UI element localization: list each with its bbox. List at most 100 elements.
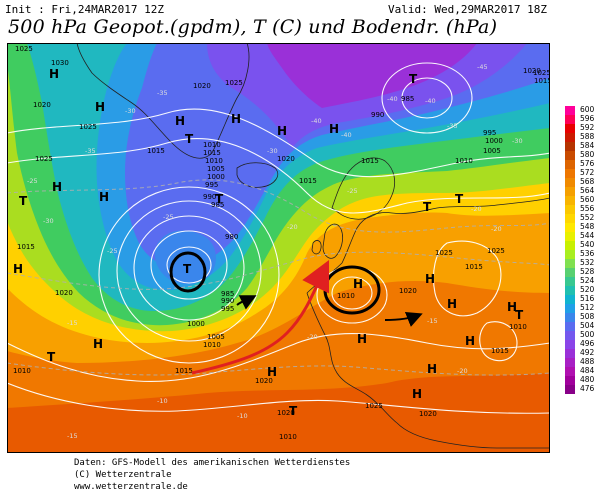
pressure-value: 995 — [205, 181, 218, 189]
high-pressure-label: H — [427, 362, 437, 376]
color-scale-value: 508 — [580, 312, 595, 321]
pressure-value: 1015 — [465, 263, 483, 271]
temperature-value: -10 — [157, 397, 168, 405]
copyright-credit: (C) Wetterzentrale — [74, 470, 172, 480]
high-pressure-label: H — [353, 277, 363, 291]
pressure-value: 1005 — [483, 147, 501, 155]
pressure-value: 1010 — [203, 141, 221, 149]
low-pressure-label: T — [455, 192, 464, 206]
isotherm — [7, 179, 550, 233]
valid-time: Valid: Wed,29MAR2017 18Z — [388, 3, 547, 16]
color-scale-swatch — [565, 142, 575, 151]
temperature-value: -40 — [425, 97, 436, 105]
color-scale-swatch — [565, 133, 575, 142]
high-pressure-label: H — [175, 114, 185, 128]
color-scale-swatch — [565, 340, 575, 349]
low-pressure-label: T — [47, 350, 56, 364]
temperature-value: -15 — [67, 319, 78, 327]
temperature-value: -25 — [163, 213, 174, 221]
pressure-value: 1000 — [187, 320, 205, 328]
low-pressure-label: T — [215, 192, 224, 206]
color-scale-swatch — [565, 313, 575, 322]
temperature-value: -30 — [125, 107, 136, 115]
temp-band-violet — [267, 43, 477, 108]
europe-coast — [306, 197, 550, 449]
temperature-value: -35 — [157, 89, 168, 97]
temperature-value: -15 — [427, 317, 438, 325]
pressure-value: 1015 — [534, 77, 550, 85]
color-scale-swatch — [565, 349, 575, 358]
temperature-value: -40 — [311, 117, 322, 125]
high-pressure-label: H — [412, 387, 422, 401]
temperature-value: -20 — [307, 333, 318, 341]
pressure-value: 995 — [221, 305, 234, 313]
color-scale-swatch — [565, 169, 575, 178]
temperature-value: -20 — [457, 367, 468, 375]
color-scale-swatch — [565, 268, 575, 277]
high-pressure-label: H — [49, 67, 59, 81]
pressure-value: 1025 — [79, 123, 97, 131]
color-scale-value: 524 — [580, 276, 595, 285]
pressure-value: 1025 — [533, 69, 550, 77]
pressure-value: 1025 — [435, 249, 453, 257]
temperature-value: -35 — [85, 147, 96, 155]
pressure-value: 1030 — [51, 59, 69, 67]
color-scale-value: 568 — [580, 177, 595, 186]
pressure-value: 1015 — [361, 157, 379, 165]
color-scale-value: 548 — [580, 222, 595, 231]
pressure-value: 995 — [483, 129, 496, 137]
color-scale-value: 572 — [580, 168, 595, 177]
scandinavia — [331, 157, 396, 220]
pressure-value: 990 — [221, 297, 234, 305]
color-scale-swatch — [565, 331, 575, 340]
pressure-value: 1020 — [277, 155, 295, 163]
temperature-value: -30 — [267, 147, 278, 155]
isobar — [166, 246, 212, 284]
pressure-value: 1020 — [277, 409, 295, 417]
color-scale-swatch — [565, 295, 575, 304]
greenland — [76, 43, 250, 159]
pressure-value: 1010 — [455, 157, 473, 165]
temperature-value: -40 — [387, 95, 398, 103]
temperature-value: -25 — [107, 247, 118, 255]
temperature-value: -40 — [341, 131, 352, 139]
color-scale-swatch — [565, 322, 575, 331]
pressure-value: 1000 — [207, 173, 225, 181]
pressure-value: 990 — [203, 193, 216, 201]
high-pressure-label: H — [357, 332, 367, 346]
low-pressure-label: T — [289, 404, 298, 418]
temp-band-blue — [125, 43, 550, 268]
low-pressure-label: T — [183, 262, 192, 276]
color-scale-value: 512 — [580, 303, 595, 312]
data-source-credit: Daten: GFS-Modell des amerikanischen Wet… — [74, 458, 351, 468]
isobar — [7, 108, 550, 178]
pressure-value: 990 — [371, 111, 384, 119]
pressure-value: 1020 — [419, 410, 437, 418]
color-scale-swatch — [565, 358, 575, 367]
color-scale-value: 504 — [580, 321, 595, 330]
low-pressure-label: T — [185, 132, 194, 146]
isobar — [150, 230, 228, 300]
high-pressure-label: H — [231, 112, 241, 126]
pressure-value: 985 — [211, 201, 224, 209]
isobar — [133, 215, 245, 321]
color-scale-swatch — [565, 214, 575, 223]
pressure-value: 1020 — [33, 101, 51, 109]
website-credit: www.wetterzentrale.de — [74, 482, 188, 492]
color-scale-value: 592 — [580, 123, 595, 132]
pressure-value: 1005 — [207, 165, 225, 173]
isobar — [7, 382, 550, 414]
temperature-value: -15 — [67, 432, 78, 440]
color-scale-swatch — [565, 223, 575, 232]
pressure-value: 1005 — [207, 333, 225, 341]
color-scale-swatch — [565, 250, 575, 259]
isobar — [116, 200, 262, 342]
color-scale-swatch — [565, 205, 575, 214]
color-scale-value: 488 — [580, 357, 595, 366]
arrow-annotation — [384, 312, 423, 327]
pressure-value: 1010 — [13, 367, 31, 375]
color-scale-swatch — [565, 286, 575, 295]
isobar — [479, 321, 518, 362]
color-scale-value: 540 — [580, 240, 595, 249]
color-scale-swatch — [565, 178, 575, 187]
